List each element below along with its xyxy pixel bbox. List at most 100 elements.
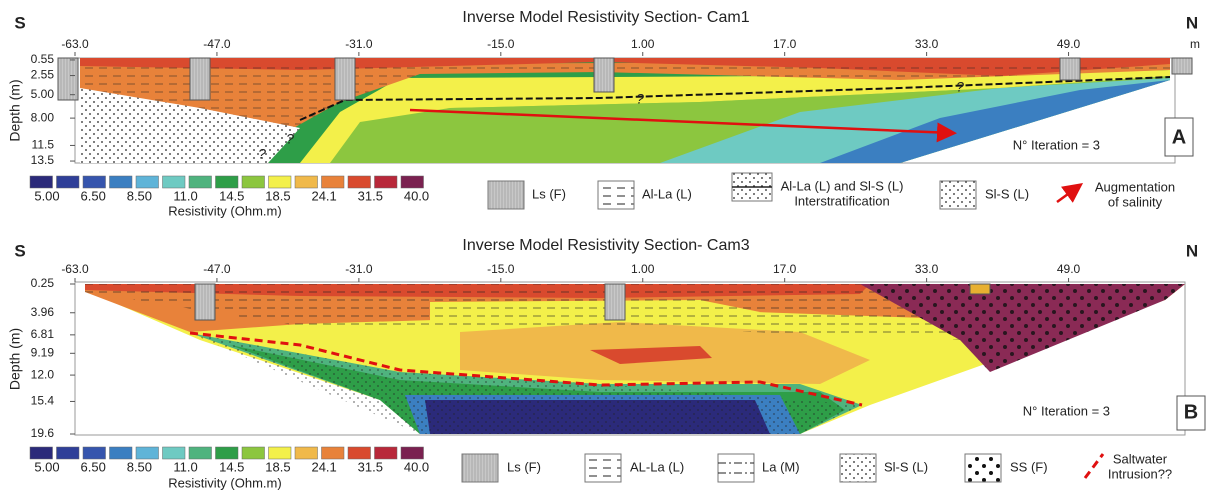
- colorbar-label: 24.1: [311, 459, 336, 474]
- colorbar-label: 31.5: [358, 188, 383, 203]
- legend-label: of salinity: [1108, 194, 1163, 209]
- legend-label: AL-La (L): [630, 459, 684, 474]
- colorbar-label: 40.0: [404, 188, 429, 203]
- side-label: S: [14, 13, 25, 32]
- y-tick-label: 0.25: [31, 276, 55, 290]
- colorbar-swatch: [374, 175, 398, 189]
- colorbar-label: 8.50: [127, 459, 152, 474]
- zone-hatch: [860, 284, 1185, 372]
- y-tick-label: 12.0: [31, 367, 55, 381]
- section-b: [74, 281, 1206, 436]
- colorbar-swatch: [215, 446, 239, 460]
- legend-label: Saltwater: [1113, 451, 1168, 466]
- colorbar-label: 14.5: [219, 188, 244, 203]
- colorbar-swatch: [321, 175, 345, 189]
- colorbar-swatch: [56, 446, 80, 460]
- panel-label: A: [1172, 126, 1186, 148]
- colorbar-swatch: [109, 175, 133, 189]
- legend-label: Al-La (L): [642, 186, 692, 201]
- colorbar-swatch: [294, 446, 318, 460]
- colorbar-label: 18.5: [265, 459, 290, 474]
- y-axis-label: Depth (m): [7, 328, 23, 390]
- x-tick-label: -31.0: [345, 262, 373, 276]
- y-tick-label: 11.5: [32, 138, 55, 152]
- legend-label: Ls (F): [532, 186, 566, 201]
- colorbar-swatch: [162, 446, 186, 460]
- log-column: [1171, 57, 1193, 75]
- y-tick-label: 6.81: [31, 327, 55, 341]
- side-label: N: [1186, 241, 1198, 260]
- legend-label: La (M): [762, 459, 800, 474]
- x-unit: m: [1190, 37, 1200, 51]
- legend-symbol: [1056, 183, 1084, 204]
- question-mark: ?: [258, 146, 266, 162]
- log-column: [189, 57, 211, 101]
- zone-hatch: [80, 88, 300, 163]
- x-tick-label: -63.0: [61, 262, 89, 276]
- question-mark: ?: [956, 79, 964, 95]
- colorbar-swatch: [109, 446, 133, 460]
- legend-symbol: [597, 180, 635, 210]
- y-tick-label: 2.55: [31, 68, 55, 82]
- colorbar-swatch: [135, 446, 159, 460]
- colorbar-swatch: [294, 175, 318, 189]
- colorbar-swatch: [188, 175, 212, 189]
- iteration-note: N° Iteration = 3: [1013, 137, 1100, 152]
- x-tick-label: 17.0: [773, 37, 797, 51]
- x-tick-label: 33.0: [915, 262, 939, 276]
- legend-symbol: [584, 453, 622, 483]
- colorbar-title: Resistivity (Ohm.m): [168, 475, 281, 490]
- colorbar-label: 18.5: [265, 188, 290, 203]
- y-axis-label: Depth (m): [7, 79, 23, 141]
- colorbar-swatch: [162, 175, 186, 189]
- colorbar-swatch: [400, 446, 424, 460]
- colorbar-swatch: [347, 175, 371, 189]
- colorbar-label: 11.0: [173, 459, 197, 474]
- panel-label-box: [1164, 117, 1194, 157]
- y-tick-label: 19.6: [31, 426, 55, 440]
- colorbar-swatch: [268, 175, 292, 189]
- section-a: [57, 57, 1194, 164]
- log-column: [969, 283, 991, 295]
- chart-title: Inverse Model Resistivity Section- Cam1: [462, 9, 749, 26]
- colorbar-label: 5.00: [34, 188, 59, 203]
- zone-hatch: [85, 284, 960, 340]
- legend-label: Sl-S (L): [985, 186, 1029, 201]
- iteration-note: N° Iteration = 3: [1023, 403, 1110, 418]
- x-tick-label: -63.0: [61, 37, 89, 51]
- log-column: [334, 57, 356, 101]
- colorbar-label: 5.00: [34, 459, 59, 474]
- colorbar-swatch: [188, 446, 212, 460]
- colorbar-swatch: [215, 175, 239, 189]
- boundary: [299, 76, 1171, 121]
- legend-label: Intrusion??: [1108, 466, 1172, 481]
- colorbar-swatch: [82, 446, 106, 460]
- x-tick-label: -47.0: [203, 37, 231, 51]
- colorbar-swatch: [241, 446, 265, 460]
- colorbar-swatch: [268, 446, 292, 460]
- x-tick-label: 17.0: [773, 262, 797, 276]
- y-tick-label: 5.00: [31, 87, 55, 101]
- question-mark: ?: [286, 131, 294, 147]
- colorbar-swatch: [82, 175, 106, 189]
- chart-title: Inverse Model Resistivity Section- Cam3: [462, 237, 749, 254]
- colorbar-label: 31.5: [358, 459, 383, 474]
- x-tick-label: 33.0: [915, 37, 939, 51]
- colorbar-swatch: [374, 446, 398, 460]
- x-tick-label: 1.00: [631, 37, 655, 51]
- zone: [590, 346, 712, 364]
- colorbar-swatch: [400, 175, 424, 189]
- x-tick-label: -15.0: [487, 37, 515, 51]
- x-tick-label: -31.0: [345, 37, 373, 51]
- legend-symbol: [717, 453, 755, 483]
- x-tick-label: 1.00: [631, 262, 655, 276]
- side-label: S: [14, 241, 25, 260]
- colorbar-swatch: [347, 446, 371, 460]
- legend-label: Ls (F): [507, 459, 541, 474]
- legend-symbol: [461, 453, 499, 483]
- y-tick-label: 8.00: [31, 110, 55, 124]
- log-column: [593, 57, 615, 93]
- colorbar-title: Resistivity (Ohm.m): [168, 203, 281, 218]
- legend-label: SS (F): [1010, 459, 1048, 474]
- y-tick-label: 15.4: [31, 394, 55, 408]
